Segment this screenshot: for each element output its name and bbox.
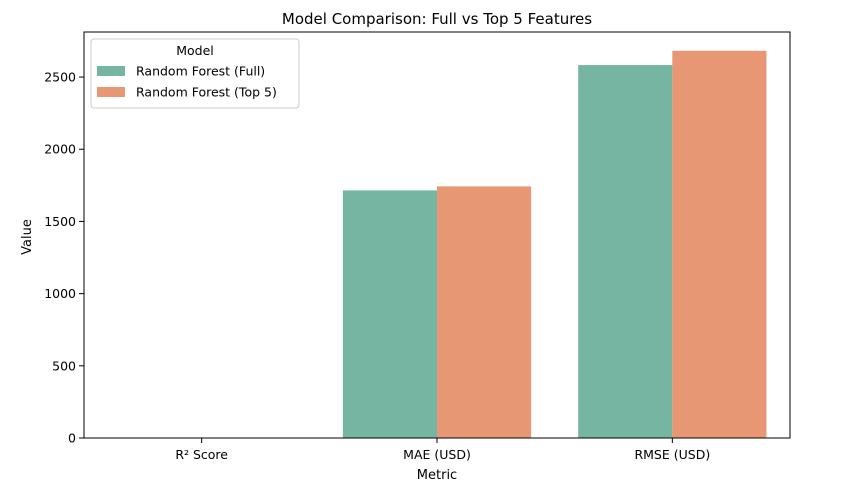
legend-label: Random Forest (Top 5) — [136, 85, 277, 100]
y-tick-label: 2500 — [44, 70, 76, 85]
chart-title: Model Comparison: Full vs Top 5 Features — [282, 10, 592, 28]
y-tick-label: 1500 — [44, 214, 76, 229]
legend-title: Model — [176, 43, 214, 58]
axes-frame — [83, 31, 791, 439]
bars-group — [107, 50, 767, 439]
legend-box — [90, 38, 300, 109]
y-axis-ticks: 0 500 1000 1500 2000 2500 — [44, 70, 84, 446]
y-tick-label: 1000 — [44, 286, 76, 301]
y-tick-label: 0 — [68, 431, 76, 446]
y-tick-label: 500 — [52, 358, 76, 373]
legend-label: Random Forest (Full) — [136, 64, 265, 79]
legend-items: Random Forest (Full) Random Forest (Top 5… — [97, 64, 277, 100]
y-axis-title: Value — [20, 219, 35, 255]
bar-full-2 — [578, 65, 673, 439]
x-tick-label: R² Score — [175, 447, 228, 462]
bar-top5-2 — [672, 50, 767, 438]
bar-top5-1 — [437, 186, 532, 438]
legend[interactable]: Model Random Forest (Full)Random Forest … — [90, 38, 300, 109]
x-tick-label: MAE (USD) — [403, 447, 471, 462]
x-axis-title: Metric — [417, 468, 457, 483]
y-tick-label: 2000 — [44, 142, 76, 157]
x-axis-ticks: R² Score MAE (USD) RMSE (USD) — [175, 438, 710, 462]
x-tick-label: RMSE (USD) — [634, 447, 710, 462]
legend-swatch — [97, 87, 125, 97]
bar-full-1 — [342, 190, 437, 438]
legend-swatch — [97, 66, 125, 76]
